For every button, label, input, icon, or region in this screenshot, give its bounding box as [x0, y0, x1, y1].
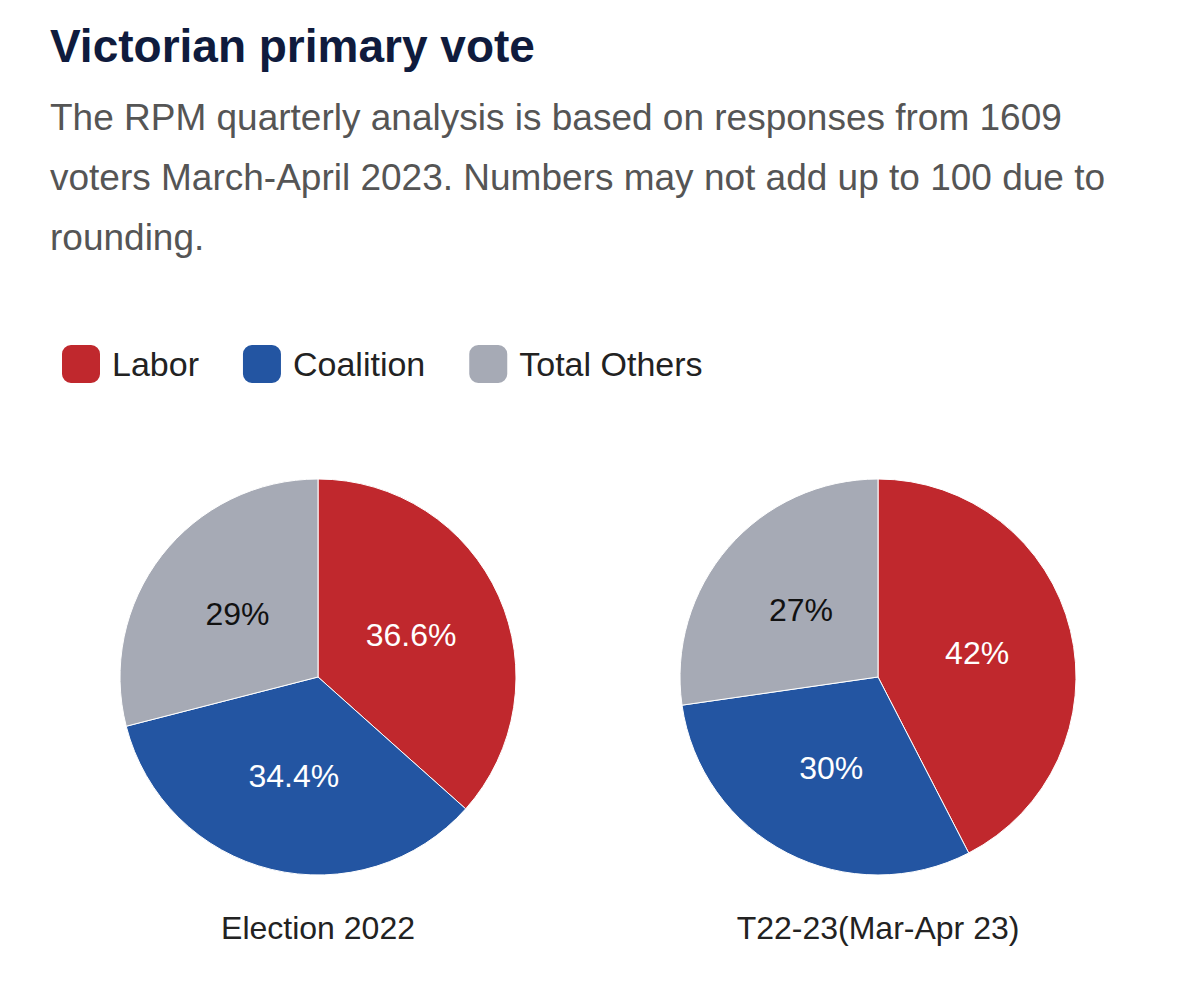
svg-text:voters March-April 2023. Numbe: voters March-April 2023. Numbers may not…: [50, 157, 1115, 198]
svg-text:34.4%: 34.4%: [249, 758, 340, 794]
svg-text:Coalition: Coalition: [293, 345, 425, 383]
svg-text:rounding.: rounding.: [50, 217, 204, 258]
svg-text:29%: 29%: [205, 596, 269, 632]
svg-text:30%: 30%: [799, 750, 863, 786]
svg-text:The RPM quarterly analysis is: The RPM quarterly analysis is based on r…: [50, 97, 1072, 138]
svg-text:27%: 27%: [769, 592, 833, 628]
svg-text:T22-23(Mar-Apr 23): T22-23(Mar-Apr 23): [737, 910, 1020, 946]
svg-text:Victorian primary vote: Victorian primary vote: [50, 20, 535, 72]
svg-text:36.6%: 36.6%: [366, 617, 457, 653]
svg-text:Labor: Labor: [112, 345, 199, 383]
svg-text:42%: 42%: [945, 635, 1009, 671]
svg-text:Election 2022: Election 2022: [221, 910, 415, 946]
svg-text:Total Others: Total Others: [519, 345, 702, 383]
